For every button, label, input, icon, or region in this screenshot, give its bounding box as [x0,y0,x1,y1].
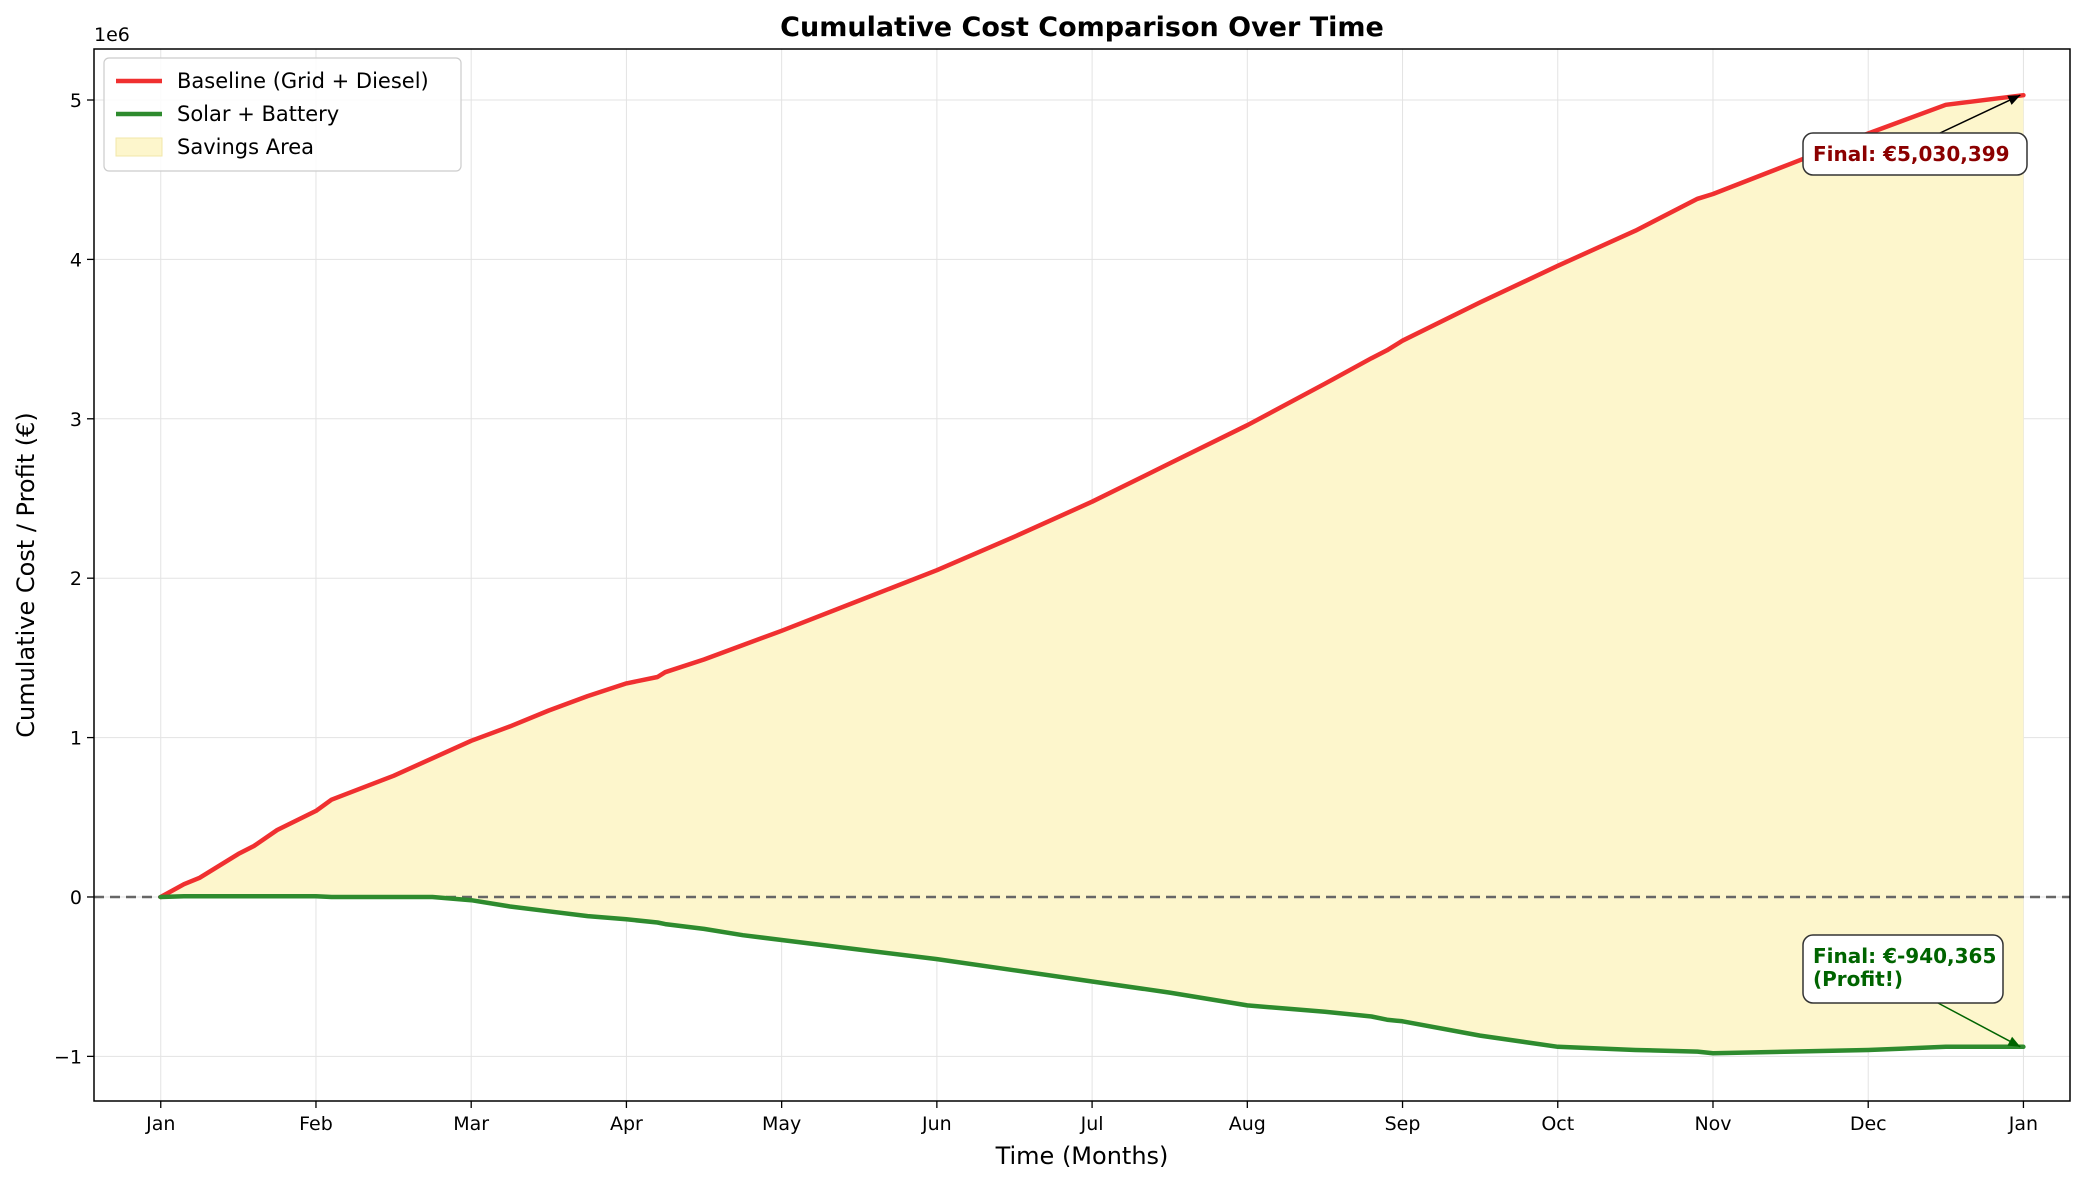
legend-swatch-patch [115,137,163,157]
legend-box [103,57,462,172]
legend: Baseline (Grid + Diesel) Solar + Battery S… [103,57,462,172]
y-tick-label: 2 [70,568,82,590]
annotation-arrow [1937,1002,2021,1048]
y-axis-label: Cumulative Cost / Profit (€) [12,412,40,738]
annotation-text: Final: €-940,365 [1813,944,1996,968]
chart-title: Cumulative Cost Comparison Over Time [780,12,1384,43]
annotation-text: (Profit!) [1813,967,1903,991]
baseline-line [158,92,2026,900]
x-axis-ticks: Jan Feb Mar Apr May Jun Jul Aug Sep Oct Nov Dec Jan [145,1101,2038,1135]
legend-label: Solar + Battery [177,102,339,126]
x-tick-label: Jun [921,1113,952,1135]
x-tick-label: Aug [1229,1113,1266,1135]
x-tick-label: May [762,1113,801,1135]
y-tick-label: −1 [54,1046,82,1068]
y-offset-label: 1e6 [94,24,130,46]
annotation-box [1802,934,2004,1004]
y-tick-label: 3 [70,409,82,431]
annotation-arrowhead [2007,1036,2021,1047]
x-tick-label: Sep [1385,1113,1421,1135]
annotation-arrowhead [2007,95,2021,105]
y-tick-label: 0 [70,887,82,909]
y-axis-ticks: −1 0 1 2 3 4 5 [54,90,94,1068]
legend-label: Savings Area [177,135,314,159]
x-tick-label: Mar [453,1113,489,1135]
series-lines-layer [158,92,2026,1056]
x-tick-label: Apr [610,1113,643,1135]
x-tick-label: Feb [299,1113,333,1135]
annotations: Final: €5,030,399 Final: €-940,365(Profit… [1802,94,2028,1048]
annotation-text: Final: €5,030,399 [1813,142,2010,166]
x-tick-label: Oct [1541,1113,1574,1135]
y-tick-label: 1 [70,728,82,750]
savings-area [160,95,2024,1054]
x-tick-label: Nov [1694,1113,1731,1135]
annotation-box [1802,132,2028,176]
x-tick-label: Jul [1080,1113,1104,1135]
savings-area-layer [160,95,2024,1054]
x-axis-label: Time (Months) [995,1142,1169,1170]
x-tick-label: Dec [1850,1113,1887,1135]
annotation-arrow [1939,94,2021,134]
y-tick-label: 5 [70,90,82,112]
legend-label: Baseline (Grid + Diesel) [177,69,429,93]
solar-battery-line [158,893,2026,1056]
x-tick-label: Jan [145,1113,175,1135]
plot-frame [93,48,2071,1102]
y-tick-label: 4 [70,249,82,271]
x-tick-label: Jan [2008,1113,2038,1135]
